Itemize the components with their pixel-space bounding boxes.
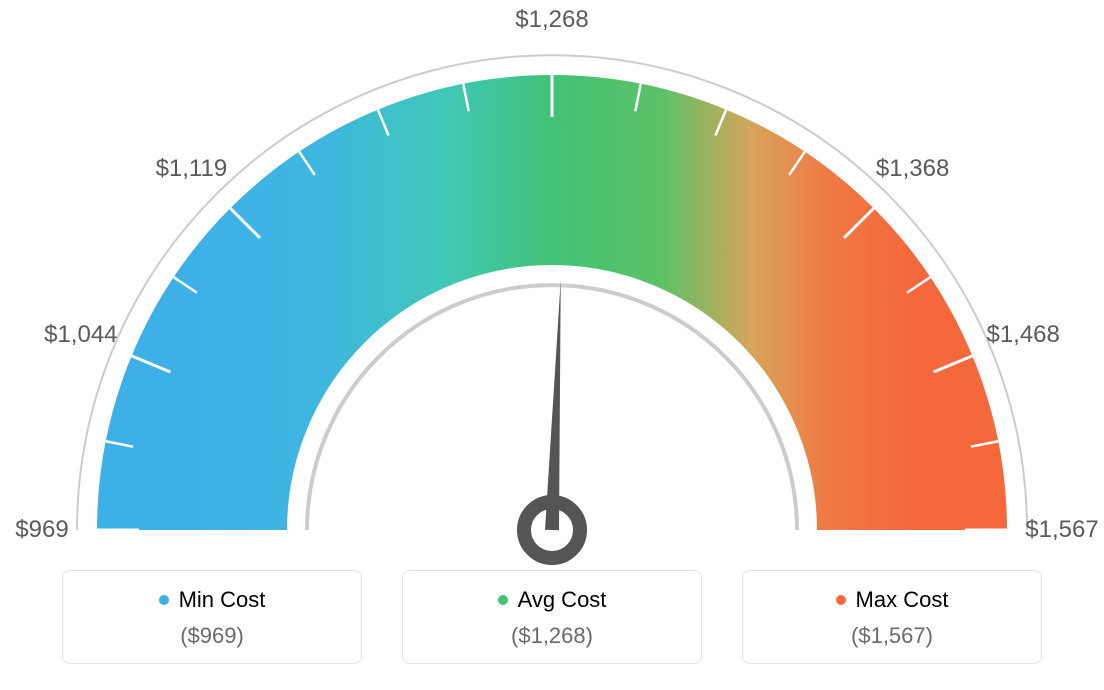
dot-icon [836,595,846,605]
gauge-tick-label: $1,468 [986,321,1059,349]
legend-title-max: Max Cost [836,587,949,613]
gauge-tick-label: $1,567 [1025,516,1098,544]
legend-value-min: ($969) [63,623,361,649]
legend-title-text: Min Cost [179,587,266,613]
gauge-chart: $969 $1,044 $1,119 $1,268 $1,368 $1,468 $1,567 [0,0,1104,570]
gauge-svg [0,0,1104,570]
gauge-tick-label: $969 [15,516,68,544]
gauge-tick-label: $1,368 [876,155,949,183]
legend-card-max: Max Cost ($1,567) [742,570,1042,664]
legend-card-avg: Avg Cost ($1,268) [402,570,702,664]
legend-value-avg: ($1,268) [403,623,701,649]
legend-value-max: ($1,567) [743,623,1041,649]
legend-title-avg: Avg Cost [498,587,607,613]
legend-row: Min Cost ($969) Avg Cost ($1,268) Max Co… [0,570,1104,684]
dot-icon [159,595,169,605]
legend-card-min: Min Cost ($969) [62,570,362,664]
legend-title-min: Min Cost [159,587,266,613]
dot-icon [498,595,508,605]
legend-title-text: Max Cost [856,587,949,613]
gauge-tick-label: $1,044 [44,321,117,349]
gauge-tick-label: $1,119 [156,155,228,183]
gauge-tick-label: $1,268 [515,6,588,34]
legend-title-text: Avg Cost [518,587,607,613]
